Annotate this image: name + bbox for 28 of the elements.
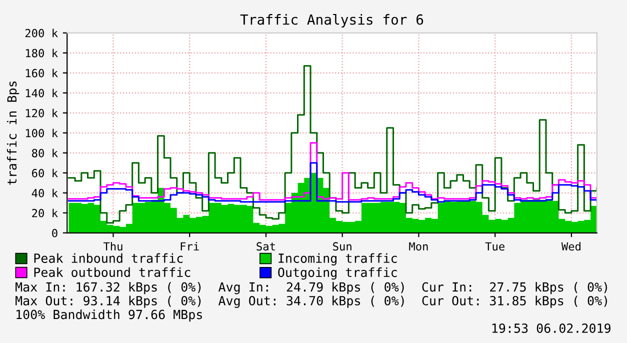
y-tick-label: 60 k [32, 168, 58, 178]
text: Max Out: 93.14 kBps ( 0%) Avg Out: 34.70 kBps ( 0%) Cur Out: 31.85 kBps ( 0%) [16, 296, 607, 308]
x-tick-label: Mon [409, 242, 428, 251]
y-tick-label: 80 k [32, 148, 58, 158]
y-tick-label: 20 k [32, 208, 58, 218]
y-tick-label: 180 k [26, 48, 58, 58]
legend-label: Peak outbound traffic [34, 267, 190, 277]
x-tick-label: Sun [333, 242, 352, 251]
x-tick-label: Wed [561, 242, 580, 251]
y-axis-title: traffic in Bps [6, 81, 20, 185]
text: 19:53 06.02.2019 [492, 323, 610, 333]
text: Max In: 167.32 kBps ( 0%) Avg In: 24.79 kBps ( 0%) Cur In: 27.75 kBps ( 0%) [16, 282, 607, 294]
text: 100% Bandwidth 97.66 MBps [16, 310, 202, 322]
legend-label: Outgoing traffic [278, 267, 397, 280]
x-tick-label: Tue [485, 242, 504, 251]
x-tick-label: Fri [180, 242, 199, 250]
y-tick-label: 160 k [26, 68, 58, 78]
y-tick-label: 0 [52, 228, 58, 238]
y-tick-label: 40 k [32, 188, 58, 198]
y-tick-label: 200 k [25, 28, 58, 38]
x-tick-label: Thu [103, 242, 122, 251]
y-tick-label: 120 k [26, 108, 58, 118]
chart-title: Traffic Analysis for 6 [240, 14, 424, 28]
y-tick-label: 100 k [26, 128, 58, 138]
x-tick-label: Sat [256, 242, 275, 251]
y-tick-label: 140 k [26, 88, 58, 98]
legend-label: Peak inbound traffic [34, 253, 183, 263]
legend-label: Incoming traffic [278, 253, 397, 266]
